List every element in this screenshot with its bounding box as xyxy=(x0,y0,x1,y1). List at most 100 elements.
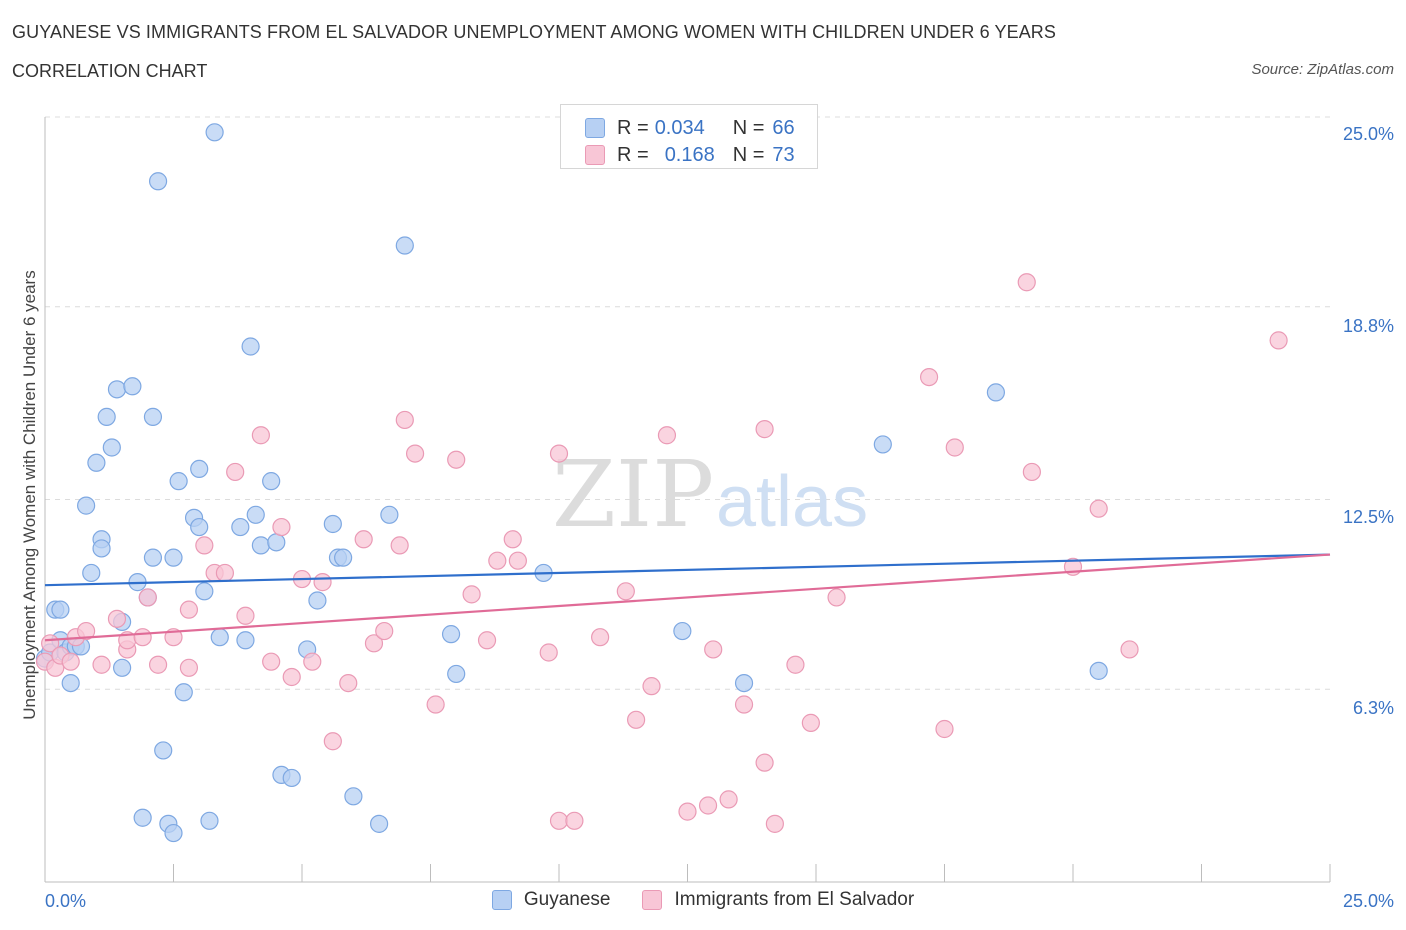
el-salvador-point xyxy=(364,634,384,653)
guyanese-point xyxy=(267,533,286,552)
el-salvador-point xyxy=(215,563,234,583)
el-salvador-point xyxy=(719,790,738,809)
guyanese-point xyxy=(200,811,219,830)
guyanese-point xyxy=(143,548,163,567)
y-tick-label: 12.5% xyxy=(1342,507,1394,527)
legend-swatch-blue xyxy=(585,118,605,138)
el-salvador-point xyxy=(339,673,358,693)
n-value: 66 xyxy=(772,116,795,139)
el-salvador-point xyxy=(179,658,199,677)
guyanese-point xyxy=(1089,661,1108,680)
el-salvador-point xyxy=(935,719,954,739)
el-salvador-point xyxy=(303,652,322,671)
guyanese-point xyxy=(236,631,255,650)
el-salvador-point xyxy=(945,438,964,457)
guyanese-point xyxy=(61,673,80,693)
el-salvador-point xyxy=(226,462,245,482)
el-salvador-point xyxy=(148,655,168,674)
legend-row-guyanese: R = 0.034 N = 66 xyxy=(585,115,795,141)
guyanese-point xyxy=(308,591,327,610)
guyanese-point xyxy=(873,435,892,454)
guyanese-point xyxy=(102,438,121,457)
guyanese-point xyxy=(164,823,183,843)
guyanese-point xyxy=(190,517,209,537)
el-salvador-point xyxy=(734,695,754,714)
correlation-legend: R = 0.034 N = 66 R = 0.168 N = 73 xyxy=(560,104,818,169)
legend-item-guyanese[interactable]: Guyanese xyxy=(491,889,610,911)
el-salvador-point xyxy=(375,621,394,641)
el-salvador-point xyxy=(591,628,610,647)
el-salvador-point xyxy=(107,609,127,628)
el-salvador-point xyxy=(786,655,805,674)
el-salvador-point xyxy=(616,582,635,601)
el-salvador-point xyxy=(390,536,409,555)
gridlines xyxy=(45,116,1330,690)
y-tick-label: 6.3% xyxy=(1352,698,1394,718)
guyanese-point xyxy=(986,383,1006,402)
el-salvador-point xyxy=(92,655,111,674)
legend-swatch-pink xyxy=(585,145,605,165)
guyanese-point xyxy=(148,172,168,191)
r-value: 0.034 xyxy=(654,116,705,139)
guyanese-point xyxy=(82,563,101,583)
el-salvador-point xyxy=(642,677,661,696)
el-salvador-point xyxy=(508,551,527,570)
el-salvador-point xyxy=(426,695,445,714)
el-salvador-point xyxy=(488,551,507,570)
el-salvador-point xyxy=(405,444,425,463)
guyanese-point xyxy=(123,377,142,396)
el-salvador-point xyxy=(755,420,774,439)
el-salvador-point xyxy=(313,573,332,592)
el-salvador-point xyxy=(657,426,677,445)
el-salvador-point xyxy=(282,667,301,687)
watermark-zip: ZIP xyxy=(552,441,714,548)
chart-title: GUYANESE VS IMMIGRANTS FROM EL SALVADOR … xyxy=(12,22,1057,42)
chart-subtitle: CORRELATION CHART xyxy=(12,61,208,81)
el-salvador-point xyxy=(827,588,846,607)
el-salvador-point xyxy=(323,732,342,751)
guyanese-point xyxy=(241,337,260,356)
legend-row-el-salvador: R = 0.168 N = 73 xyxy=(585,142,795,168)
r-label: R = xyxy=(617,143,649,166)
guyanese-point xyxy=(673,621,692,641)
guyanese-point xyxy=(262,472,281,491)
legend-swatch-blue xyxy=(491,890,512,910)
legend-item-el-salvador[interactable]: Immigrants from El Salvador xyxy=(642,889,914,911)
el-salvador-point xyxy=(195,536,214,555)
el-salvador-point xyxy=(395,410,414,430)
el-salvador-point xyxy=(251,426,270,445)
el-salvador-point xyxy=(236,606,255,625)
axes xyxy=(44,117,1331,883)
guyanese-point xyxy=(92,539,111,558)
el-salvador-point xyxy=(698,796,718,815)
y-tick-label: 25.0% xyxy=(1342,124,1394,144)
el-salvador-point xyxy=(503,530,522,549)
guyanese-point xyxy=(370,814,389,833)
guyanese-point xyxy=(112,658,132,677)
legend-swatch-pink xyxy=(642,890,663,910)
el-salvador-point xyxy=(1269,331,1288,350)
guyanese-point xyxy=(205,123,224,142)
guyanese-point xyxy=(380,505,399,524)
el-salvador-point xyxy=(626,710,646,729)
guyanese-point xyxy=(734,673,754,693)
el-salvador-point xyxy=(133,628,152,647)
watermark-atlas: atlas xyxy=(716,462,868,542)
guyanese-point xyxy=(97,407,116,426)
el-salvador-point xyxy=(704,640,723,659)
n-label: N = xyxy=(732,143,765,166)
guyanese-point xyxy=(174,683,193,702)
guyanese-point xyxy=(282,768,301,788)
r-value: 0.168 xyxy=(664,143,715,166)
el-salvador-point xyxy=(354,530,373,549)
el-salvador-point xyxy=(1022,462,1041,482)
guyanese-point xyxy=(251,536,270,555)
guyanese-point xyxy=(334,548,353,567)
el-salvador-point xyxy=(477,631,497,650)
el-salvador-point xyxy=(765,814,784,833)
x-tick-label-max: 25.0% xyxy=(1342,891,1394,911)
el-salvador-trend-line xyxy=(44,553,1331,642)
legend-label: Immigrants from El Salvador xyxy=(674,889,915,910)
guyanese-point xyxy=(210,628,229,647)
el-salvador-point xyxy=(678,802,697,821)
